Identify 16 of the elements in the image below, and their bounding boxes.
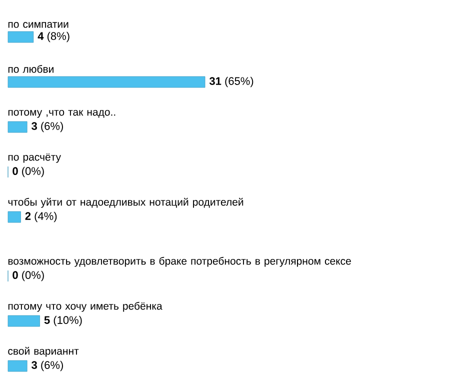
data-label: 3 (6%) [32,360,63,372]
data-label: 4 (8%) [38,32,70,42]
data-label: 3 (6%) [32,122,63,132]
y-tick-label: по любви [8,65,54,73]
y-tick-label: потому что хочу иметь ребёнка [8,302,162,312]
data-label: 0 (0%) [12,270,44,282]
y-tick-label: по расчёту [8,153,61,163]
data-label: 5 (10%) [44,316,82,326]
y-tick-label: возможность удовлетворить в браке потребность в регулярном сексе [8,256,351,267]
data-label: 31 (65%) [209,76,254,88]
y-tick-label: чтобы уйти от надоедливых нотаций родителей [8,198,244,208]
data-label: 0 (0%) [12,166,44,178]
y-tick-label: по симпатии [8,22,68,28]
y-tick-label: потому ,что так надо.. [8,110,116,118]
y-tick-label: свой варианнт [8,346,79,357]
data-label: 2 (4%) [25,212,57,222]
